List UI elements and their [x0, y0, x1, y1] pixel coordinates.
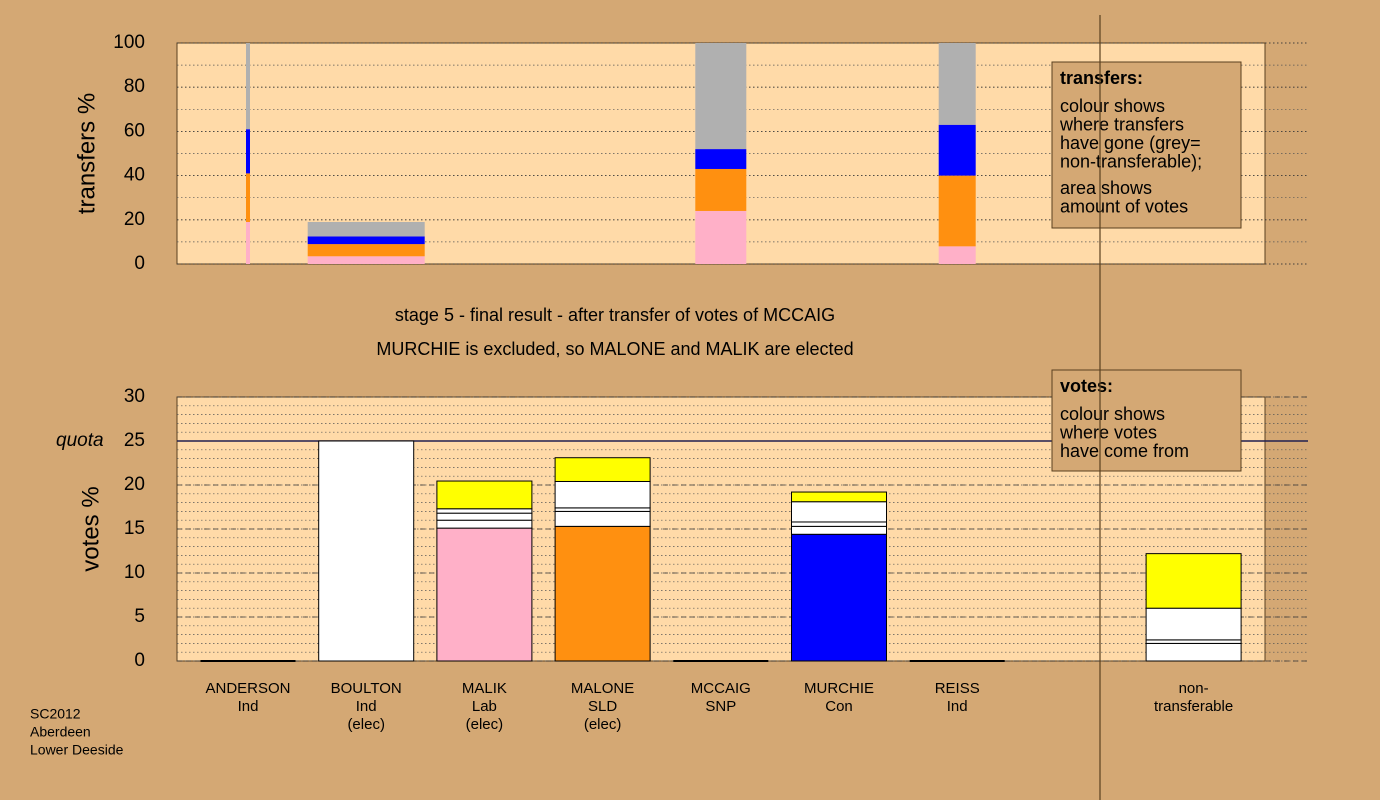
bar-segment — [695, 168, 747, 211]
annotation-heading: votes: — [1060, 376, 1113, 396]
bar-segment — [436, 512, 533, 521]
y-tick-label: 0 — [134, 253, 145, 274]
bar-segment — [307, 222, 425, 237]
x-tick-label: transferable — [1154, 698, 1233, 715]
x-tick-label: MCCAIG — [691, 680, 751, 697]
x-tick-label: ANDERSON — [205, 680, 290, 697]
y-tick-label: 60 — [124, 120, 145, 141]
x-tick-label: Lab — [472, 698, 497, 715]
x-tick-label: SNP — [705, 698, 736, 715]
bar-segment — [246, 129, 250, 174]
bar-segment — [307, 256, 425, 264]
bar-segment — [791, 533, 887, 662]
x-tick-label: REISS — [935, 680, 980, 697]
bar-segment — [554, 480, 651, 509]
annotation-line: where transfers — [1059, 114, 1184, 134]
bar-segment — [938, 246, 976, 264]
x-tick-label: (elec) — [347, 716, 385, 733]
x-tick-label: SLD — [588, 698, 617, 715]
bar-segment — [554, 525, 651, 662]
x-tick-label: Con — [825, 698, 853, 715]
y-tick-label: 80 — [124, 76, 145, 97]
bar-segment — [938, 175, 976, 247]
x-tick-label: MURCHIE — [804, 680, 874, 697]
bar-segment — [1145, 553, 1242, 609]
annotation-line: where votes — [1059, 422, 1157, 442]
bar-segment — [791, 521, 887, 527]
bar-segment — [436, 527, 533, 662]
bar-segment — [791, 525, 887, 535]
chart-subtitle: MURCHIE is excluded, so MALONE and MALIK… — [376, 339, 853, 359]
quota-label: quota — [56, 430, 104, 451]
y-tick-label: 15 — [124, 518, 145, 539]
x-tick-label: MALIK — [462, 680, 507, 697]
bar-segment — [938, 124, 976, 176]
annotation-line: area shows — [1060, 178, 1152, 198]
bar-segment — [318, 440, 415, 662]
y-tick-label: 100 — [113, 32, 145, 53]
bar-segment — [695, 149, 747, 169]
bar-segment — [307, 244, 425, 257]
annotation-line: have gone (grey= — [1060, 133, 1201, 153]
bar-segment — [1145, 607, 1242, 641]
bar-segment — [246, 43, 250, 130]
bar-segment — [554, 510, 651, 527]
x-tick-label: Ind — [947, 698, 968, 715]
bar-segment — [695, 43, 747, 150]
annotation-heading: transfers: — [1060, 68, 1143, 88]
bar-segment — [938, 43, 976, 125]
bar-segment — [791, 491, 887, 503]
y-tick-label: 5 — [134, 606, 145, 627]
bar-segment — [307, 236, 425, 245]
bar-segment — [554, 507, 651, 512]
x-tick-label: non- — [1179, 680, 1209, 697]
chart-title: stage 5 - final result - after transfer … — [395, 305, 835, 325]
x-tick-label: BOULTON — [331, 680, 402, 697]
bar-segment — [436, 519, 533, 529]
x-tick-label: (elec) — [584, 716, 622, 733]
x-tick-label: MALONE — [571, 680, 634, 697]
bar-segment — [554, 457, 651, 482]
bar-segment — [436, 480, 533, 510]
bar-segment — [791, 501, 887, 523]
bar-segment — [1145, 642, 1242, 662]
annotation-line: have come from — [1060, 441, 1189, 461]
y-axis-label: transfers % — [73, 93, 100, 214]
annotation-line: colour shows — [1060, 404, 1165, 424]
annotation-line: non-transferable); — [1060, 151, 1202, 171]
x-tick-label: Ind — [356, 698, 377, 715]
y-tick-label: 10 — [124, 562, 145, 583]
annotation-line: colour shows — [1060, 96, 1165, 116]
footer-text: SC2012 — [30, 706, 81, 722]
annotation-box — [1051, 369, 1242, 472]
bar-segment — [246, 173, 250, 223]
bar-segment — [1145, 639, 1242, 644]
y-tick-label: 20 — [124, 209, 145, 230]
y-tick-label: 0 — [134, 650, 145, 671]
x-tick-label: Ind — [238, 698, 259, 715]
footer-text: Aberdeen — [30, 724, 91, 740]
y-tick-label: 40 — [124, 165, 145, 186]
bar-segment — [695, 210, 747, 264]
bar-segment — [246, 222, 250, 264]
annotation-line: amount of votes — [1060, 196, 1188, 216]
annotation-box — [1051, 61, 1242, 229]
y-axis-label: votes % — [77, 486, 104, 571]
y-tick-label: 30 — [124, 386, 145, 407]
x-tick-label: (elec) — [466, 716, 504, 733]
bar-segment — [436, 508, 533, 514]
footer-text: Lower Deeside — [30, 742, 124, 758]
y-tick-label: 20 — [124, 474, 145, 495]
y-tick-label: 25 — [124, 430, 145, 451]
